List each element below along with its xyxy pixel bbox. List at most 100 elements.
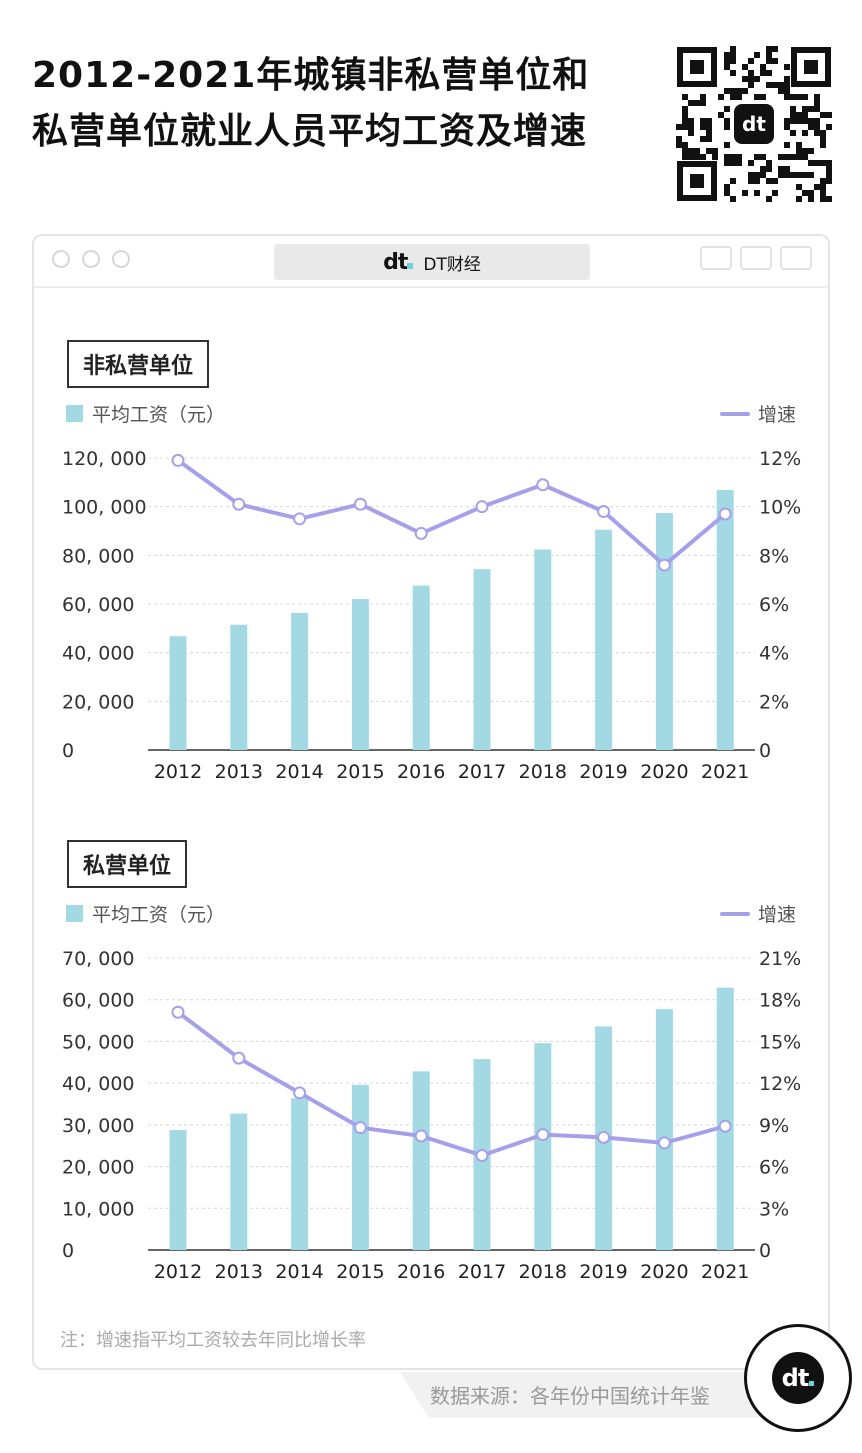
- chart-1-x-tick: 2017: [458, 761, 506, 783]
- chart-1-y-right-tick: 12%: [759, 448, 801, 470]
- qr-module: [814, 100, 820, 106]
- qr-module: [754, 178, 760, 184]
- qr-module: [796, 112, 802, 118]
- chart-2-y-right-tick: 0: [759, 1240, 771, 1262]
- chart-2-y-right-tick: 18%: [759, 990, 801, 1012]
- qr-module: [766, 46, 772, 52]
- qr-module: [820, 160, 826, 166]
- chart-1-legend-bar-swatch: [66, 405, 83, 422]
- qr-module: [682, 106, 688, 112]
- chart-1-y-right-tick: 8%: [759, 545, 789, 567]
- qr-module: [802, 118, 808, 124]
- qr-module: [826, 178, 832, 184]
- qr-module: [766, 178, 772, 184]
- qr-module: [778, 88, 784, 94]
- source-tag: [400, 1372, 762, 1418]
- chart-2-x-tick: 2018: [519, 1261, 567, 1283]
- qr-module: [730, 160, 736, 166]
- chart-1-y-right-tick: 4%: [759, 643, 789, 665]
- qr-module: [826, 196, 832, 202]
- chart-1-legend-bar-label: 平均工资（元）: [92, 404, 225, 426]
- qr-module: [784, 88, 790, 94]
- chart-private: 平均工资（元） 增速 0 0 10, 000 3% 20, 000 6% 30, 000 9% 40…: [62, 904, 801, 1283]
- qr-module: [814, 124, 820, 130]
- chart-1-y-right-tick: 2%: [759, 691, 789, 713]
- chart-2-x-tick: 2016: [397, 1261, 445, 1283]
- qr-module: [742, 190, 748, 196]
- window-tab[interactable]: dt DT财经: [274, 244, 590, 280]
- maximize-window-icon[interactable]: [112, 250, 130, 268]
- chart-1-y-right-tick: 10%: [759, 497, 801, 519]
- chart-2-x-tick: 2021: [701, 1261, 749, 1283]
- source-text: 数据来源：各年份中国统计年鉴: [430, 1384, 710, 1408]
- qr-code-icon[interactable]: dt: [676, 46, 832, 202]
- chart-2-growth-point-2019: [597, 1130, 611, 1144]
- qr-module: [688, 148, 694, 154]
- qr-module: [688, 118, 694, 124]
- chart-1-y-left-tick: 100, 000: [62, 497, 147, 519]
- qr-module: [682, 142, 688, 148]
- chart-1-x-tick: 2019: [579, 761, 627, 783]
- qr-module: [700, 100, 706, 106]
- qr-module: [760, 94, 766, 100]
- chart-2-bar-2012: [169, 1130, 187, 1250]
- qr-module: [724, 58, 730, 64]
- chart-1-y-left-tick: 120, 000: [62, 448, 147, 470]
- qr-module: [778, 172, 784, 178]
- copy-icon[interactable]: [780, 246, 812, 270]
- qr-module: [742, 88, 748, 94]
- qr-module: [682, 154, 688, 160]
- dt-badge-logo-icon: dt: [772, 1352, 824, 1404]
- window-tab-title: DT财经: [423, 254, 481, 275]
- qr-module: [688, 154, 694, 160]
- qr-module: [778, 82, 784, 88]
- chart-2-bar-2020: [655, 1009, 673, 1250]
- qr-module: [760, 64, 766, 70]
- qr-module: [790, 172, 796, 178]
- chart-1-bar-2016: [412, 585, 430, 750]
- chart-1-y-left-tick: 20, 000: [62, 691, 135, 713]
- dt-logo-icon: dt: [383, 250, 414, 275]
- qr-module: [784, 124, 790, 130]
- qr-module: [784, 172, 790, 178]
- qr-module: [802, 130, 808, 136]
- qr-module: [748, 160, 754, 166]
- close-window-icon[interactable]: [52, 250, 70, 268]
- qr-module: [706, 136, 712, 142]
- qr-module: [802, 112, 808, 118]
- chart-1-growth-point-2019: [597, 505, 611, 519]
- chart-2-growth-point-2012: [171, 1005, 185, 1019]
- qr-module: [724, 106, 730, 112]
- qr-module: [790, 118, 796, 124]
- chart-2-y-left-tick: 0: [62, 1240, 74, 1262]
- qr-module: [766, 52, 772, 58]
- qr-module: [718, 94, 724, 100]
- qr-module: [724, 190, 730, 196]
- window-titlebar: dt DT财经: [34, 236, 828, 288]
- qr-module: [754, 52, 760, 58]
- chart-2-y-left-tick: 30, 000: [62, 1115, 135, 1137]
- qr-module: [808, 160, 814, 166]
- minimize-window-icon[interactable]: [82, 250, 100, 268]
- record-icon[interactable]: [700, 246, 732, 270]
- chart-2-y-right-tick: 3%: [759, 1198, 789, 1220]
- qr-module: [814, 106, 820, 112]
- share-icon[interactable]: [740, 246, 772, 270]
- qr-module: [748, 76, 754, 82]
- qr-module: [742, 76, 748, 82]
- qr-module: [748, 82, 754, 88]
- chart-1-x-tick: 2014: [275, 761, 323, 783]
- qr-module: [730, 88, 736, 94]
- qr-module: [778, 166, 784, 172]
- qr-module: [736, 94, 742, 100]
- qr-module: [748, 178, 754, 184]
- chart-2-y-left-tick: 20, 000: [62, 1157, 135, 1179]
- qr-module: [730, 94, 736, 100]
- qr-module: [796, 118, 802, 124]
- qr-module: [688, 130, 694, 136]
- qr-module: [742, 64, 748, 70]
- qr-module: [760, 70, 766, 76]
- chart-1-y-right-tick: 0: [759, 740, 771, 762]
- chart-1-growth-point-2012: [171, 453, 185, 467]
- chart-2-bar-2016: [412, 1071, 430, 1250]
